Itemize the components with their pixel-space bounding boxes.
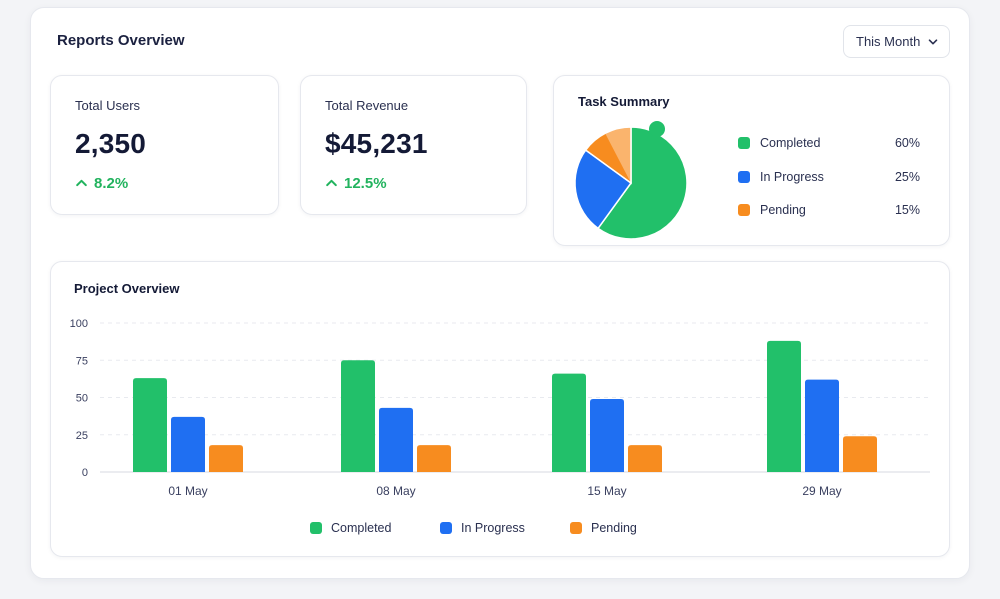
completed-swatch [738, 137, 750, 149]
chevron-down-icon [929, 38, 938, 44]
bar-completed [552, 373, 586, 472]
completed-swatch [310, 522, 322, 534]
chart-legend-completed: Completed [310, 521, 391, 535]
total-revenue-card: Total Revenue $45,231 12.5% [300, 75, 527, 215]
total-revenue-change: 12.5% [325, 175, 387, 192]
task-legend-pending: Pending 15% [738, 201, 920, 219]
chart-legend-in-progress-label: In Progress [461, 521, 525, 535]
task-legend-completed-percent: 60% [894, 136, 920, 150]
bar-in-progress [590, 398, 624, 472]
arrow-up-icon [326, 179, 337, 187]
total-revenue-change-value: 12.5% [344, 175, 387, 192]
task-legend-in-progress-percent: 25% [894, 170, 920, 184]
bar-completed [133, 378, 167, 472]
bar-in-progress [171, 416, 205, 472]
pending-swatch [738, 204, 750, 216]
pie-marker-dot [649, 121, 665, 137]
bar-pending [209, 445, 243, 472]
chart-legend-in-progress: In Progress [440, 521, 525, 535]
in-progress-swatch [738, 171, 750, 183]
period-dropdown[interactable]: This Month [843, 25, 950, 58]
bar-completed [341, 360, 375, 472]
chart-legend-pending-label: Pending [591, 521, 637, 535]
total-users-label: Total Users [75, 98, 141, 113]
task-summary-pie-chart [574, 121, 688, 240]
task-legend-in-progress: In Progress 25% [738, 168, 920, 186]
task-legend-in-progress-label: In Progress [760, 170, 824, 184]
pie-slice-pending [584, 126, 632, 185]
project-overview-title: Project Overview [74, 281, 180, 296]
y-tick-label: 75 [76, 355, 88, 367]
total-users-value: 2,350 [75, 128, 147, 159]
task-legend-completed: Completed 60% [738, 134, 920, 152]
x-tick-label: 01 May [168, 484, 207, 498]
y-tick-label: 100 [70, 318, 88, 330]
total-revenue-value: $45,231 [325, 128, 428, 159]
total-revenue-label: Total Revenue [325, 98, 409, 113]
bar-in-progress [805, 379, 839, 472]
pie-slice-in-progress [574, 149, 633, 230]
arrow-up-icon [76, 179, 87, 187]
x-tick-label: 29 May [802, 484, 841, 498]
task-legend-pending-percent: 15% [894, 203, 920, 217]
chart-legend-pending: Pending [570, 521, 637, 535]
task-legend-completed-label: Completed [760, 136, 821, 150]
total-users-card: Total Users 2,350 8.2% [50, 75, 279, 215]
y-tick-label: 25 [76, 430, 88, 442]
in-progress-swatch [440, 522, 452, 534]
bar-pending [417, 445, 451, 472]
task-summary-card: Task Summary Completed 60% In Progress 2… [553, 75, 950, 246]
total-users-change-value: 8.2% [94, 175, 129, 192]
chart-legend-completed-label: Completed [331, 521, 392, 535]
x-tick-label: 08 May [376, 484, 415, 498]
page-title: Reports Overview [57, 32, 185, 49]
task-legend-pending-label: Pending [760, 203, 806, 217]
bar-pending [628, 445, 662, 472]
pie-highlight [605, 126, 631, 183]
bar-completed [767, 340, 801, 472]
bar-in-progress [379, 407, 413, 472]
period-dropdown-label: This Month [856, 34, 921, 49]
total-users-change: 8.2% [75, 175, 128, 192]
pending-swatch [570, 522, 582, 534]
task-summary-title: Task Summary [578, 94, 670, 109]
bar-pending [843, 436, 877, 472]
y-tick-label: 0 [82, 467, 88, 479]
y-tick-label: 50 [76, 393, 88, 405]
x-tick-label: 15 May [587, 484, 626, 498]
project-overview-bar-chart: 0 25 50 75 100 01 May 08 May 15 May 29 May [70, 318, 930, 498]
